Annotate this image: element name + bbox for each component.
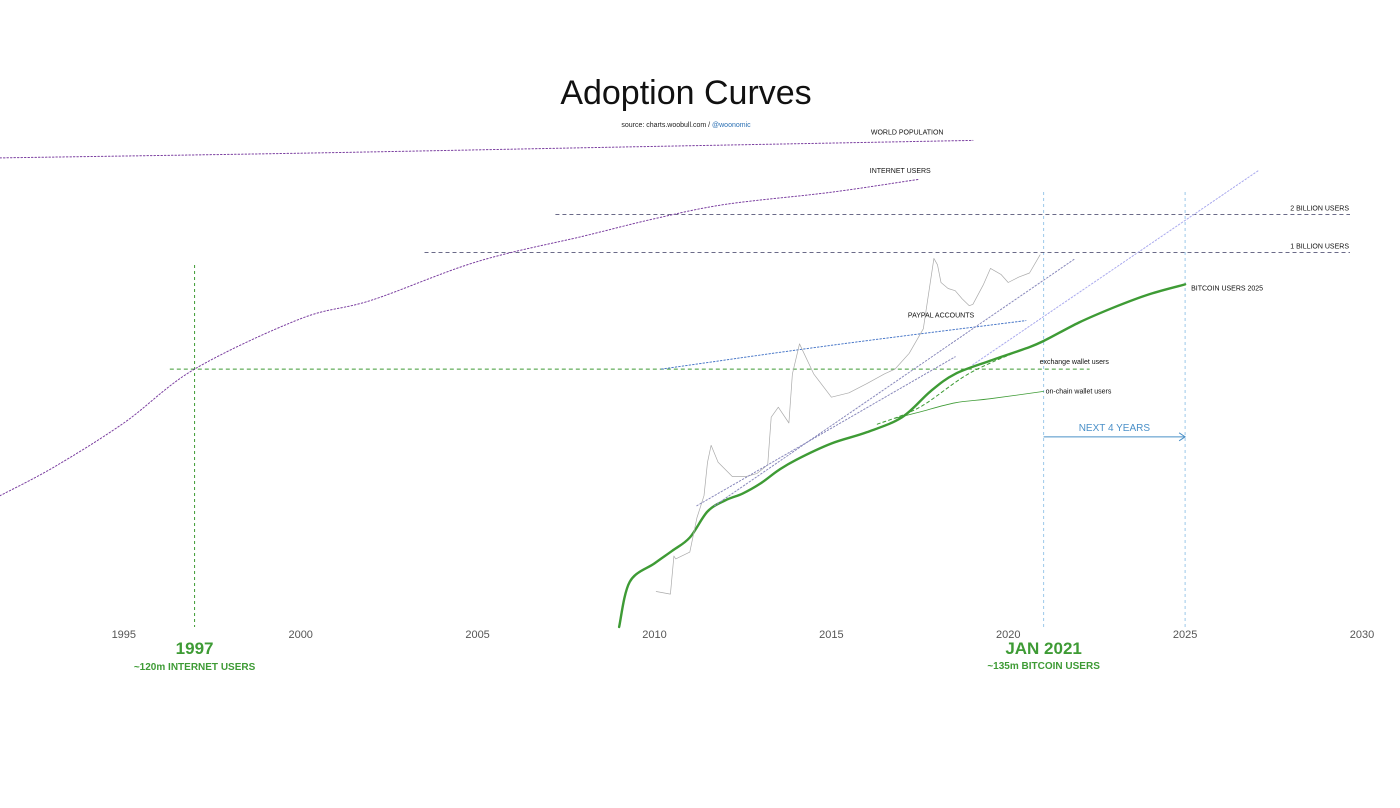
x-tick-label-2: 2005 [465, 629, 489, 641]
series-label-2: PAYPAL ACCOUNTS [908, 313, 975, 320]
series-line-0 [0, 139, 974, 159]
series-label-0: WORLD POPULATION [871, 129, 944, 136]
series-line-2 [661, 320, 1027, 370]
source-text: source: charts.woobull.com / [621, 122, 712, 129]
chart-marks: 1997 ~120m INTERNET USERS JAN 2021 ~135m BI… [0, 129, 1374, 673]
series-line-8 [714, 257, 1076, 507]
chart-title: Adoption Curves [560, 74, 811, 112]
marker-sub-label-0: ~120m INTERNET USERS [134, 662, 256, 673]
series-label-1: INTERNET USERS [870, 168, 931, 175]
x-tick-label-6: 2025 [1173, 629, 1197, 641]
marker-sub-label-1: ~135m BITCOIN USERS [987, 661, 1100, 672]
annotation-label-0: NEXT 4 YEARS [1079, 423, 1151, 434]
reference-label-1: 1 BILLION USERS [1290, 244, 1349, 251]
series-label-5: on-chain wallet users [1046, 388, 1112, 395]
x-tick-label-7: 2030 [1350, 629, 1374, 641]
series-line-6 [655, 254, 1041, 595]
series-line-3 [617, 283, 1187, 629]
x-tick-label-3: 2010 [642, 629, 666, 641]
series-line-9 [972, 169, 1260, 366]
series-line-5 [894, 391, 1044, 419]
marker-label-1: JAN 2021 [1005, 639, 1082, 658]
series-label-3: BITCOIN USERS 2025 [1191, 285, 1263, 292]
source-handle[interactable]: @woonomic [712, 122, 751, 129]
series-line-4 [876, 340, 1045, 425]
chart-source: source: charts.woobull.com / @woonomic [621, 122, 751, 129]
series-label-4: exchange wallet users [1040, 359, 1110, 366]
x-tick-label-1: 2000 [288, 629, 312, 641]
x-tick-label-0: 1995 [112, 629, 136, 641]
series-line-1 [0, 178, 921, 497]
annotation-arrowhead-0 [1178, 432, 1187, 442]
x-tick-label-5: 2020 [996, 629, 1020, 641]
x-tick-label-4: 2015 [819, 629, 843, 641]
marker-label-0: 1997 [176, 639, 214, 658]
series-line-7 [696, 356, 956, 507]
reference-label-0: 2 BILLION USERS [1290, 205, 1349, 212]
